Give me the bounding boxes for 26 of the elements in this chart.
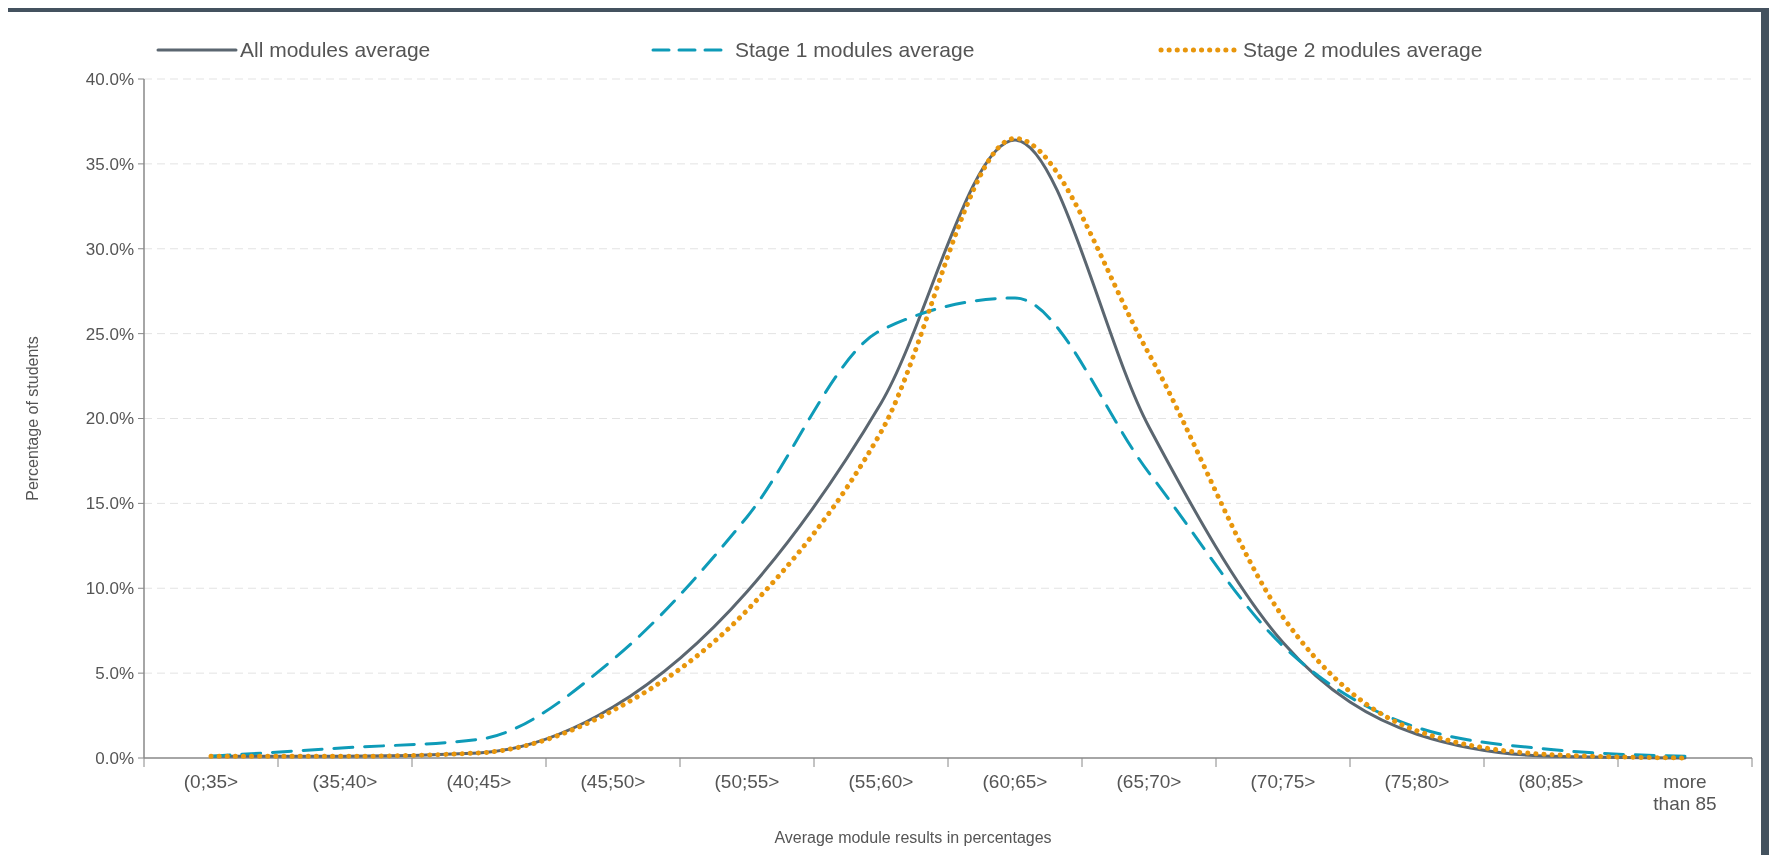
y-tick-label: 5.0% [95,664,134,684]
y-tick-label: 0.0% [95,748,134,768]
y-tick-label: 35.0% [85,154,134,174]
legend-label: All modules average [240,38,431,62]
y-tick-label: 40.0% [85,69,134,89]
x-tick-label: (35;40> [312,771,378,792]
y-tick-label: 20.0% [85,409,134,429]
x-tick-label: (0;35> [183,771,239,792]
x-tick-label: (55;60> [848,771,914,792]
x-tick-label: (50;55> [714,771,780,792]
legend-label: Stage 2 modules average [1243,38,1483,62]
y-tick-label: 10.0% [85,579,134,599]
x-tick-label: (40;45> [446,771,512,792]
y-tick-label: 30.0% [85,239,134,259]
y-tick-label: 25.0% [85,324,134,344]
x-tick-label: (70;75> [1250,771,1316,792]
y-axis-title: Percentage of students [24,336,41,501]
x-tick-label: more than 85 [1653,771,1717,814]
x-tick-label: (65;70> [1116,771,1182,792]
x-tick-label: (60;65> [982,771,1048,792]
legend-label: Stage 1 modules average [735,38,975,62]
x-tick-label: (45;50> [580,771,646,792]
x-tick-label: (75;80> [1384,771,1450,792]
x-tick-label: (80;85> [1518,771,1584,792]
x-axis-title: Average module results in percentages [774,829,1052,846]
y-tick-label: 15.0% [85,494,134,514]
